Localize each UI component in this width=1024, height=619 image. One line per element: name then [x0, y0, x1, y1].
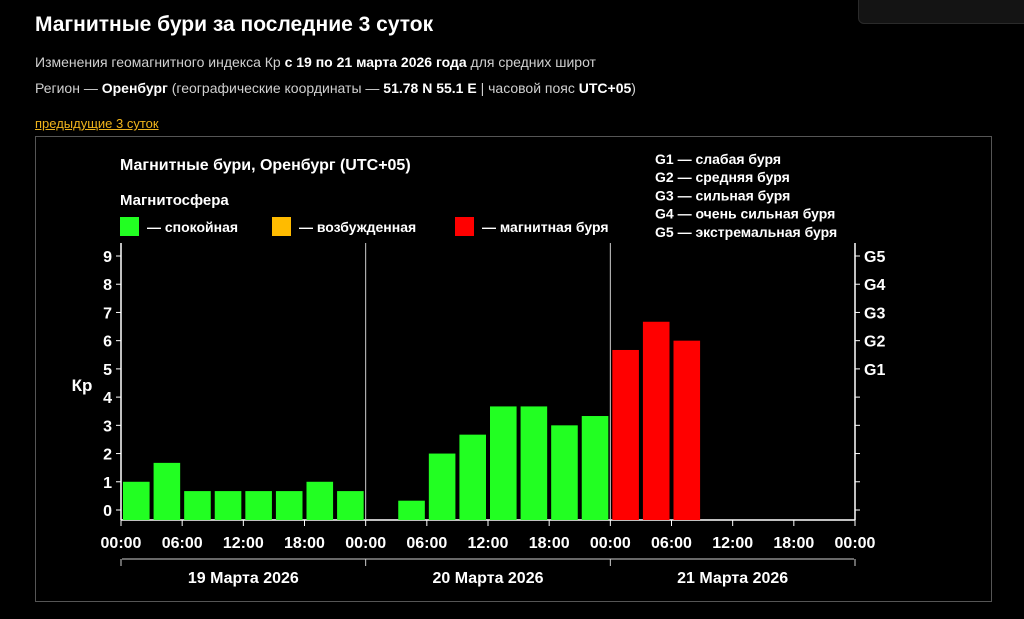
bar-12 [490, 406, 517, 520]
period-dates: с 19 по 21 марта 2026 года [284, 54, 467, 70]
region-name: Оренбург [101, 80, 168, 96]
bar-5 [275, 491, 303, 520]
x-tick-label-6: 12:00 [468, 535, 509, 552]
x-tick-label-10: 12:00 [712, 535, 753, 552]
legend-title: Магнитосфера [120, 192, 229, 209]
legend-label-1: — возбужденная [299, 219, 416, 235]
bar-7 [337, 491, 364, 520]
x-tick-label-12: 00:00 [835, 535, 876, 552]
y-tick-label-7: 7 [103, 305, 112, 322]
x-tick-label-2: 12:00 [223, 535, 264, 552]
y-axis-label: Кр [72, 376, 93, 395]
bar-13 [520, 406, 548, 520]
region-timezone: UTC+05 [578, 80, 632, 96]
x-tick-label-7: 18:00 [529, 535, 570, 552]
y-tick-label-9: 9 [103, 249, 112, 266]
g-scale-G4: G4 [864, 277, 885, 294]
region-coords: 51.78 N 55.1 E [383, 80, 477, 96]
x-tick-label-1: 06:00 [162, 535, 203, 552]
subtitle-region: Регион — Оренбург (географические коорди… [35, 80, 636, 96]
y-tick-label-6: 6 [103, 334, 112, 351]
bar-14 [551, 425, 578, 520]
bar-4 [245, 491, 272, 520]
x-tick-label-3: 18:00 [284, 535, 325, 552]
g-scale-G1: G1 [864, 362, 885, 379]
x-tick-label-5: 06:00 [406, 535, 447, 552]
g-scale-G5: G5 [864, 249, 885, 266]
chart-title: Магнитные бури, Оренбург (UTC+05) [120, 157, 411, 174]
top-right-panel [858, 0, 1024, 24]
g-legend-4: G4 — очень сильная буря [655, 206, 835, 222]
y-tick-label-8: 8 [103, 277, 112, 294]
bar-0 [123, 481, 150, 520]
g-legend-1: G1 — слабая буря [655, 151, 781, 167]
bar-16 [612, 349, 639, 520]
day-label-1: 20 Марта 2026 [433, 570, 544, 587]
y-tick-label-2: 2 [103, 447, 112, 464]
bar-10 [428, 453, 456, 520]
bar-2 [184, 491, 211, 520]
y-tick-label-4: 4 [103, 390, 112, 407]
bar-9 [398, 500, 425, 520]
bar-15 [581, 416, 609, 520]
page-title: Магнитные бури за последние 3 суток [35, 13, 434, 36]
day-label-0: 19 Марта 2026 [188, 570, 299, 587]
bar-3 [214, 491, 242, 520]
legend-label-0: — спокойная [147, 219, 238, 235]
x-tick-label-4: 00:00 [345, 535, 386, 552]
g-legend-3: G3 — сильная буря [655, 187, 790, 203]
subtitle-period: Изменения геомагнитного индекса Кр с 19 … [35, 54, 596, 70]
x-tick-label-0: 00:00 [101, 535, 142, 552]
day-label-2: 21 Марта 2026 [677, 570, 788, 587]
chart-frame [35, 136, 992, 602]
x-tick-label-8: 00:00 [590, 535, 631, 552]
y-tick-label-0: 0 [103, 503, 112, 520]
g-legend-2: G2 — средняя буря [655, 169, 790, 185]
g-legend-5: G5 — экстремальная буря [655, 224, 837, 240]
legend-label-2: — магнитная буря [482, 219, 609, 235]
previous-3-days-link[interactable]: предыдущие 3 суток [35, 116, 159, 131]
bar-18 [673, 340, 701, 520]
bar-17 [642, 321, 670, 520]
bar-6 [306, 481, 334, 520]
legend-swatch-0 [120, 217, 139, 236]
x-tick-label-11: 18:00 [773, 535, 814, 552]
legend-swatch-2 [455, 217, 474, 236]
y-tick-label-5: 5 [103, 362, 112, 379]
bar-11 [459, 434, 486, 520]
y-tick-label-1: 1 [103, 475, 112, 492]
x-tick-label-9: 06:00 [651, 535, 692, 552]
y-tick-label-3: 3 [103, 418, 112, 435]
bar-1 [153, 462, 181, 520]
legend-swatch-1 [272, 217, 291, 236]
g-scale-G3: G3 [864, 305, 885, 322]
g-scale-G2: G2 [864, 334, 885, 351]
